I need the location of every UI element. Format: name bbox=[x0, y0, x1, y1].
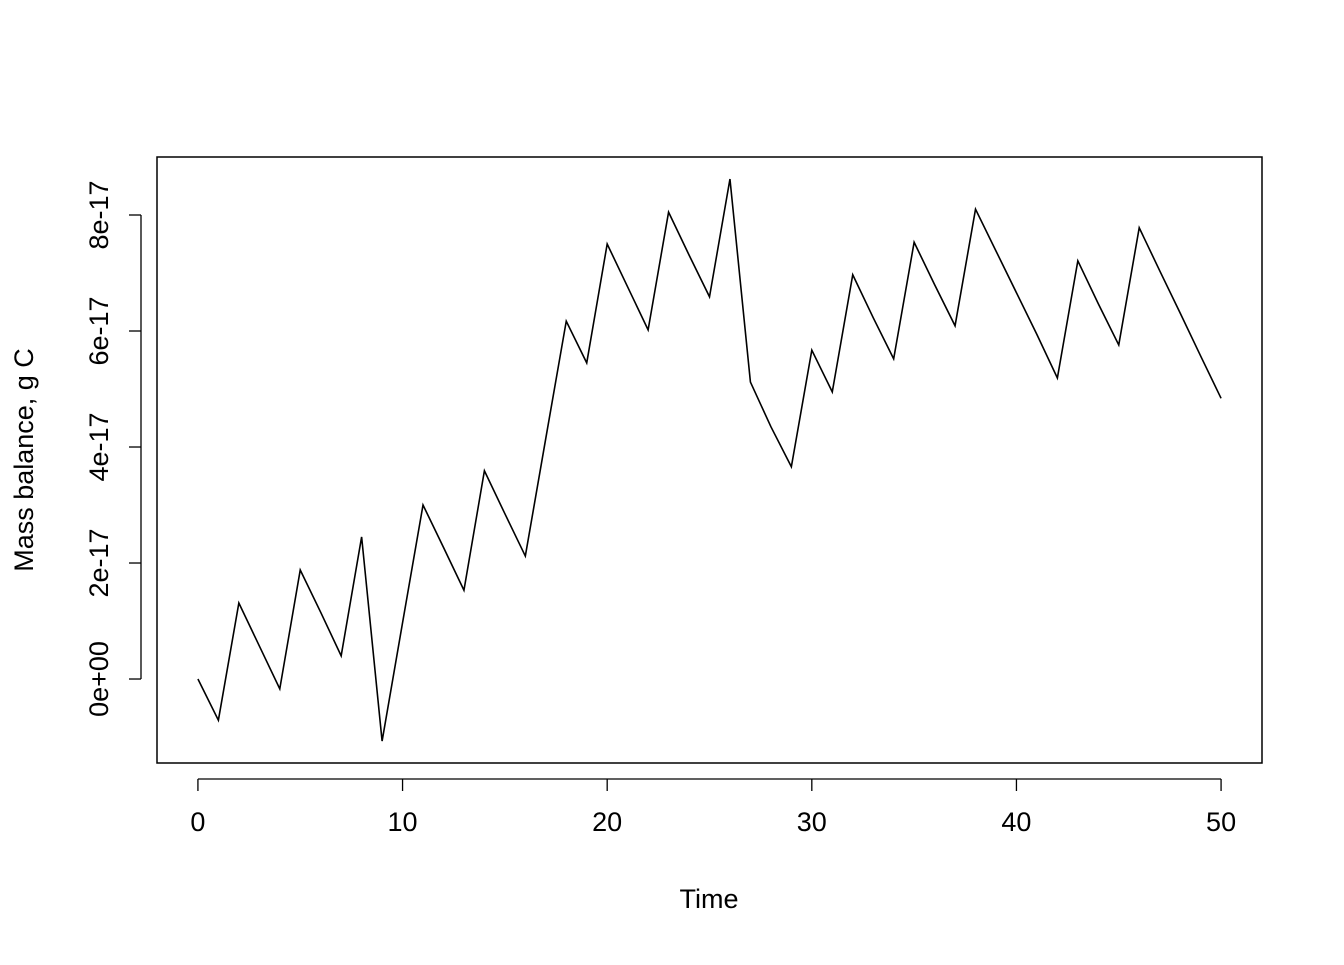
x-tick-label: 0 bbox=[190, 807, 205, 837]
data-line bbox=[197, 178, 1222, 742]
y-tick-label: 0e+00 bbox=[84, 641, 114, 717]
y-tick-label: 4e-17 bbox=[84, 412, 114, 481]
x-tick-label: 30 bbox=[797, 807, 827, 837]
y-tick-label: 2e-17 bbox=[84, 528, 114, 597]
x-tick-label: 10 bbox=[388, 807, 418, 837]
plot-box bbox=[156, 156, 1263, 764]
x-axis-label: Time bbox=[680, 884, 739, 914]
x-tick-label: 50 bbox=[1206, 807, 1236, 837]
x-tick-label: 40 bbox=[1001, 807, 1031, 837]
y-axis-label: Mass balance, g C bbox=[9, 348, 39, 572]
y-tick-label: 6e-17 bbox=[84, 296, 114, 365]
y-tick-label: 8e-17 bbox=[84, 180, 114, 249]
x-tick-label: 20 bbox=[592, 807, 622, 837]
